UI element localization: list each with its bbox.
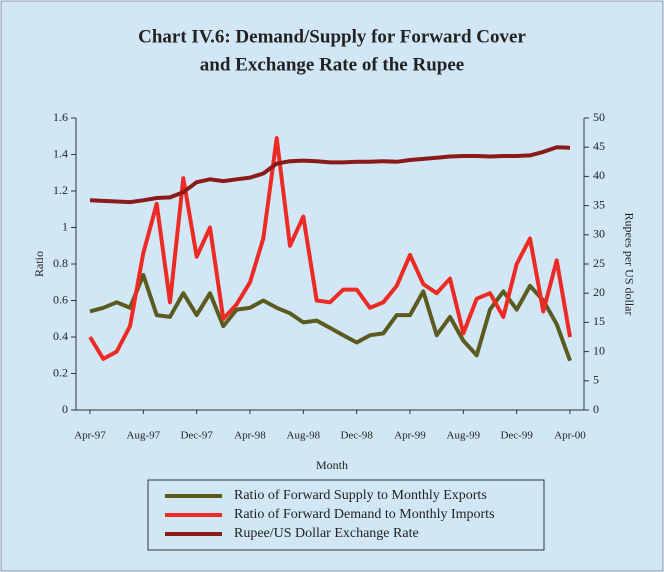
y2-tick-label: 0: [593, 402, 599, 416]
y2-tick-label: 40: [593, 168, 605, 182]
legend-box: [147, 479, 545, 551]
y-tick-label: 1.2: [53, 183, 68, 197]
chart-title: and Exchange Rate of the Rupee: [200, 54, 464, 75]
x-tick-label: Dec-99: [500, 430, 533, 442]
x-tick-label: Apr-00: [554, 430, 586, 442]
y2-tick-label: 5: [593, 373, 599, 387]
y-tick-label: 0.4: [53, 329, 68, 343]
x-tick-label: Apr-99: [394, 430, 426, 442]
y-axis-label: Ratio: [32, 251, 46, 277]
x-tick-label: Dec-98: [340, 430, 373, 442]
y-tick-label: 1: [62, 219, 68, 233]
series-line: [88, 136, 572, 361]
y-tick-label: 0.8: [53, 256, 68, 270]
y-tick-label: 1.6: [53, 110, 68, 124]
y-tick-label: 0: [62, 402, 68, 416]
y2-tick-label: 15: [593, 314, 605, 328]
y2-tick-label: 10: [593, 343, 605, 357]
y-tick-label: 0.2: [53, 365, 68, 379]
x-tick-label: Aug-97: [127, 430, 161, 442]
y2-tick-label: 25: [593, 256, 605, 270]
x-tick-label: Dec-97: [180, 430, 213, 442]
y2-tick-label: 45: [593, 139, 605, 153]
x-tick-label: Aug-98: [287, 430, 321, 442]
y-tick-label: 0.6: [53, 292, 68, 306]
y2-axis-label: Rupees per US dollar: [622, 213, 636, 316]
legend-label: Rupee/US Dollar Exchange Rate: [234, 526, 419, 541]
legend-label: Ratio of Forward Demand to Monthly Impor…: [234, 507, 495, 522]
x-tick-label: Aug-99: [447, 430, 481, 442]
legend-label: Ratio of Forward Supply to Monthly Expor…: [234, 488, 487, 503]
series-line: [89, 273, 572, 362]
y2-tick-label: 50: [593, 110, 605, 124]
chart-title: Chart IV.6: Demand/Supply for Forward Co…: [138, 26, 526, 47]
x-axis-label: Month: [316, 458, 348, 472]
x-tick-label: Apr-98: [234, 430, 266, 442]
y2-tick-label: 30: [593, 227, 605, 241]
y2-tick-label: 35: [593, 197, 605, 211]
y-tick-label: 1.4: [53, 146, 68, 160]
series-line: [89, 145, 571, 205]
y2-tick-label: 20: [593, 285, 605, 299]
x-tick-label: Apr-97: [74, 430, 106, 442]
